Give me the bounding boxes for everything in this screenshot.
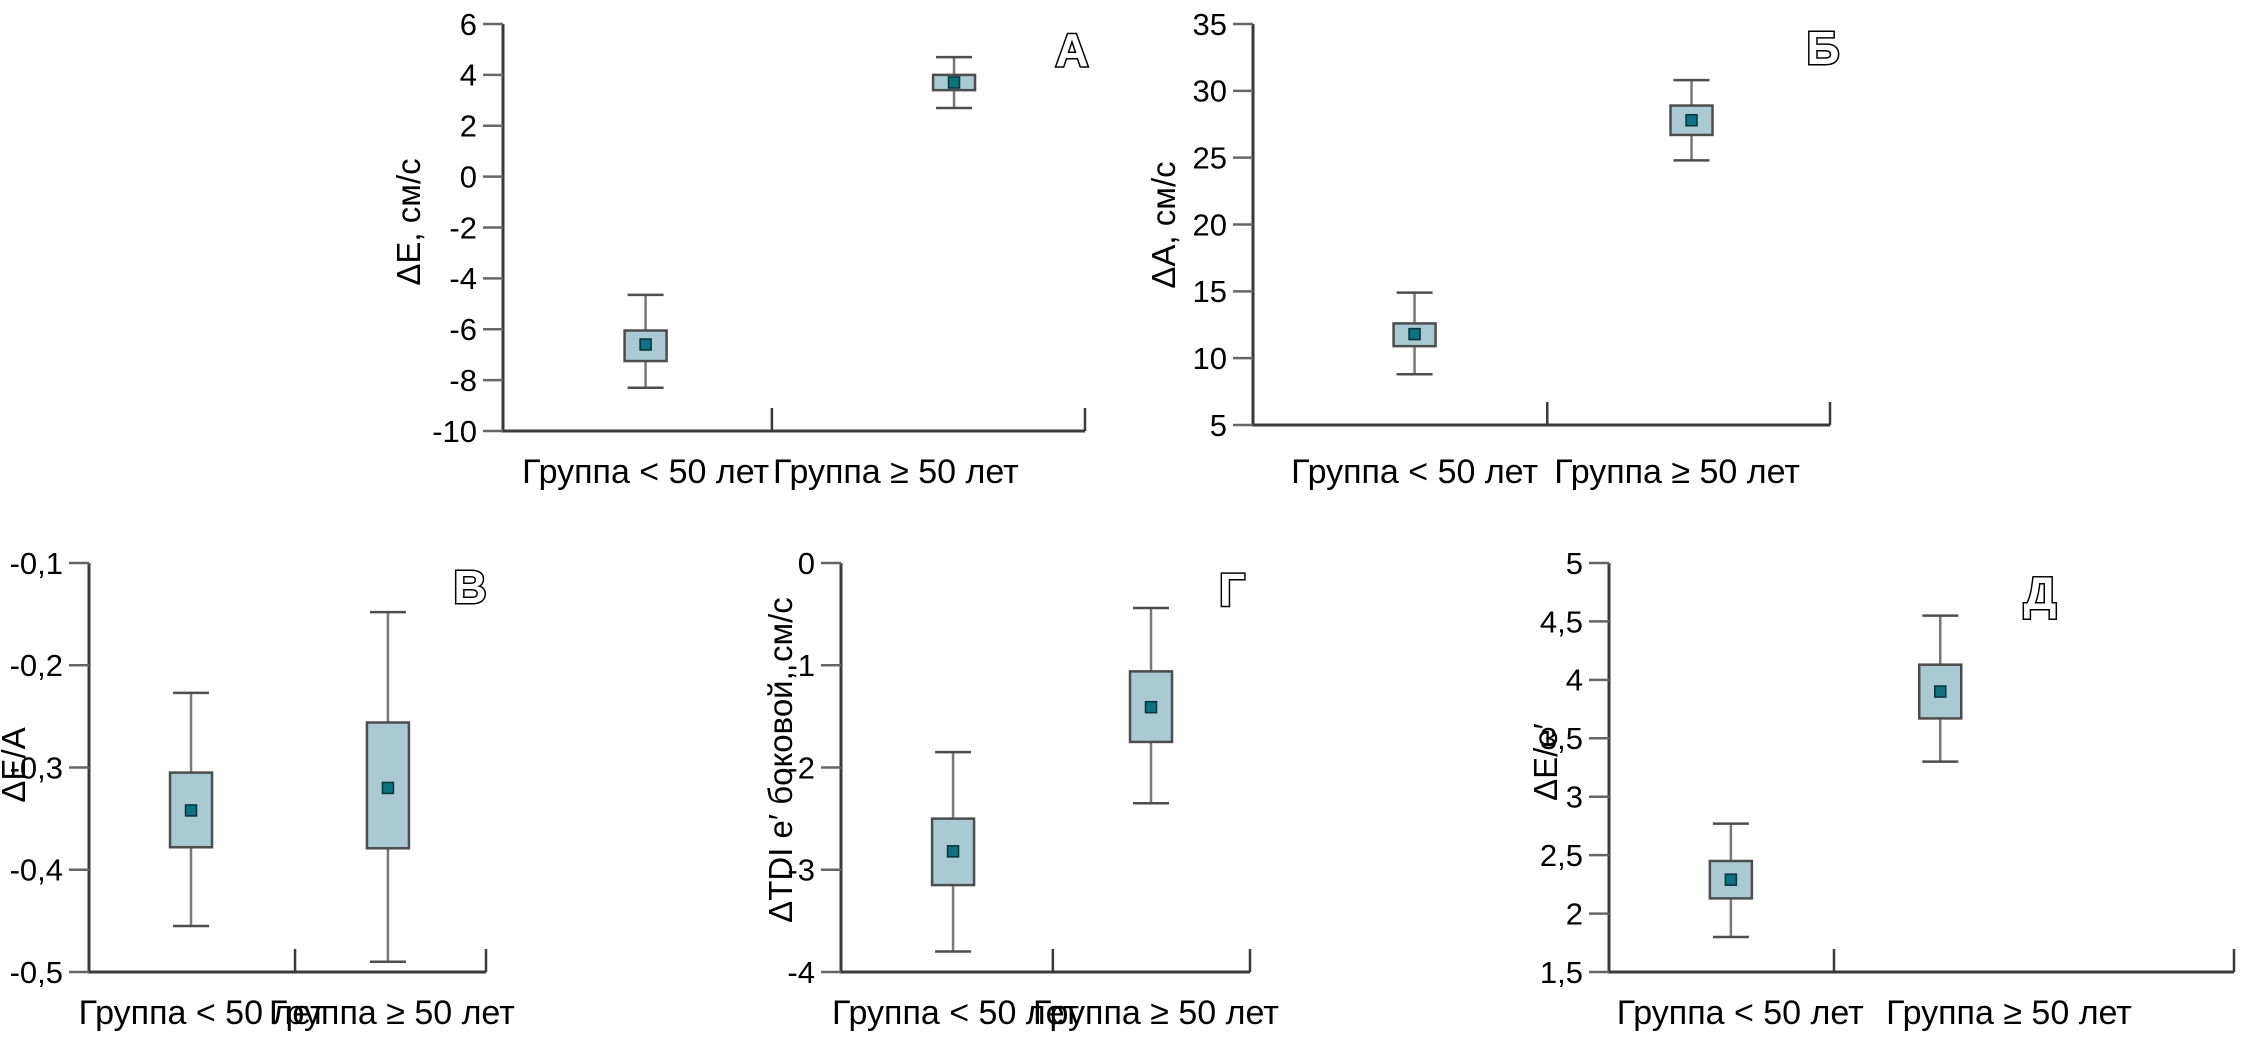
category-label: Группа ≥ 50 лет — [269, 994, 515, 1032]
tick-label: 6 — [460, 7, 477, 42]
tick-label: -10 — [432, 414, 477, 449]
category-label: Группа ≥ 50 лет — [1886, 994, 2132, 1032]
tick-label: -8 — [449, 363, 477, 398]
tick-label: -0,5 — [10, 955, 63, 990]
panel-letter: В — [453, 561, 486, 613]
y-axis-label: ΔE/A — [0, 727, 32, 802]
category-label: Группа < 50 лет — [832, 994, 1079, 1032]
category-label: Группа < 50 лет — [522, 453, 769, 491]
tick-label: 4,5 — [1540, 604, 1583, 639]
y-axis-label: ΔE, см/с — [390, 158, 427, 285]
mean-marker — [381, 781, 395, 795]
category-label: Группа < 50 лет — [1617, 994, 1864, 1032]
y-axis-label: ΔA, см/с — [1145, 161, 1182, 288]
tick-label: 2 — [1566, 896, 1583, 931]
mean-marker — [1408, 327, 1421, 341]
tick-label: 2,5 — [1540, 838, 1583, 873]
y-axis-label: ΔE/e′ — [1527, 723, 1564, 801]
tick-label: -0,1 — [10, 546, 63, 581]
category-label: Группа ≥ 50 лет — [1033, 994, 1279, 1032]
mean-marker — [1724, 873, 1738, 886]
tick-label: 0 — [798, 546, 815, 581]
box-iqr — [1708, 859, 1754, 900]
panel-letter: Г — [1219, 564, 1245, 616]
tick-label: 3 — [1566, 780, 1583, 815]
tick-label: 35 — [1193, 7, 1227, 42]
mean-marker — [1144, 700, 1158, 714]
tick-label: 1,5 — [1540, 955, 1583, 990]
category-label: Группа < 50 лет — [79, 994, 326, 1032]
tick-label: -6 — [449, 312, 477, 347]
mean-marker — [1934, 685, 1947, 698]
tick-label: -4 — [449, 261, 477, 296]
tick-label: 10 — [1193, 341, 1227, 376]
tick-label: 3,5 — [1540, 721, 1583, 756]
y-axis-label: ΔTDI e′ боковой, см/с — [762, 597, 799, 923]
tick-label: 5 — [1210, 408, 1227, 443]
category-label: Группа < 50 лет — [1291, 453, 1538, 491]
tick-label: -4 — [787, 955, 815, 990]
tick-label: -1 — [787, 648, 815, 683]
tick-label: 5 — [1566, 546, 1583, 581]
tick-label: 2 — [460, 109, 477, 144]
mean-marker — [639, 338, 652, 351]
tick-label: 20 — [1193, 207, 1227, 242]
tick-label: 30 — [1193, 74, 1227, 109]
tick-label: -0,4 — [10, 853, 63, 888]
tick-label: 0 — [460, 159, 477, 194]
tick-label: -3 — [787, 853, 815, 888]
tick-label: 15 — [1193, 274, 1227, 309]
mean-marker — [184, 804, 198, 817]
category-label: Группа ≥ 50 лет — [773, 453, 1019, 491]
panel-letter: Б — [1806, 22, 1839, 74]
mean-marker — [1685, 113, 1698, 127]
tick-label: 25 — [1193, 141, 1227, 176]
tick-label: -2 — [787, 750, 815, 785]
mean-marker — [947, 76, 961, 89]
box-iqr — [1918, 663, 1963, 720]
mean-marker — [946, 845, 960, 858]
panel-letter: А — [1055, 24, 1088, 76]
tick-label: -2 — [449, 210, 477, 245]
category-label: Группа ≥ 50 лет — [1554, 453, 1800, 491]
tick-label: -0,3 — [10, 750, 63, 785]
tick-label: 4 — [460, 58, 477, 93]
tick-label: -0,2 — [10, 648, 63, 683]
panel-letter: Д — [2024, 567, 2057, 619]
tick-label: 4 — [1566, 663, 1583, 698]
